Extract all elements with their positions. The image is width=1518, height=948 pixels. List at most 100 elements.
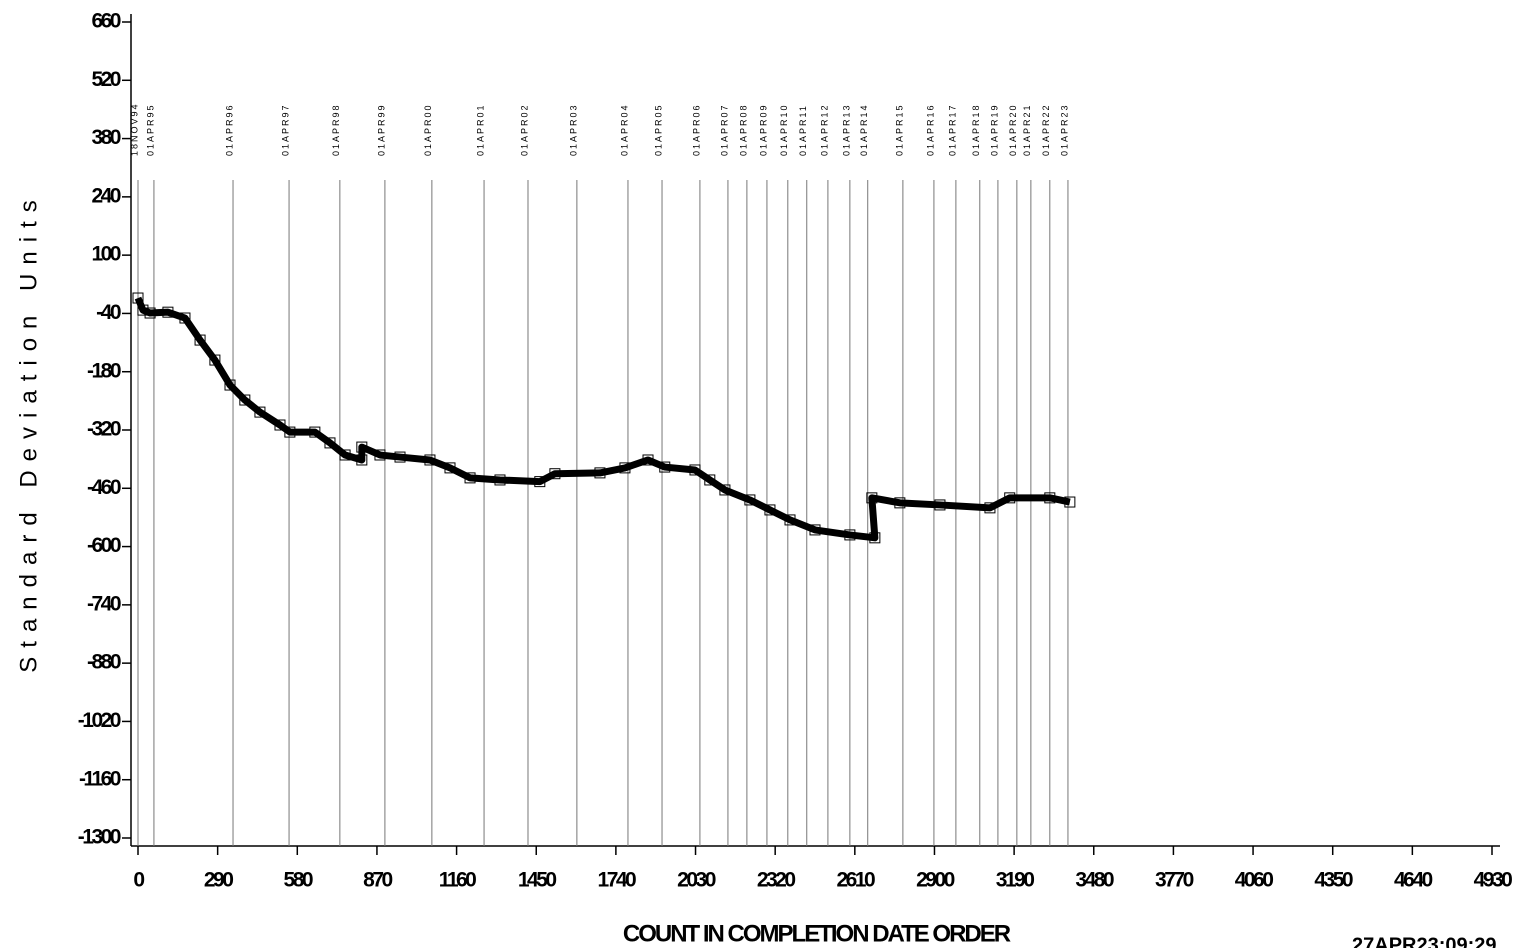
reference-label: 01APR14 <box>859 103 869 156</box>
data-marker <box>844 529 856 541</box>
x-tick-label: 3190 <box>996 869 1035 892</box>
data-marker <box>494 474 506 486</box>
reference-label: 01APR17 <box>947 103 957 156</box>
reference-label: 01APR96 <box>224 103 234 156</box>
x-tick-label: 2900 <box>916 869 955 892</box>
reference-label: 01APR23 <box>1059 103 1069 156</box>
data-marker <box>784 514 796 526</box>
data-marker <box>162 306 174 318</box>
data-marker <box>194 334 206 346</box>
x-tick-label: 4350 <box>1314 869 1353 892</box>
data-marker <box>424 454 436 466</box>
data-marker <box>464 472 476 484</box>
reference-label: 01APR06 <box>691 103 701 156</box>
data-marker <box>356 441 368 453</box>
reference-label: 01APR21 <box>1022 103 1032 156</box>
reference-label: 18NOV94 <box>129 102 139 156</box>
data-marker <box>339 449 351 461</box>
data-marker <box>239 394 251 406</box>
reference-label: 01APR97 <box>280 103 290 156</box>
data-marker <box>549 468 561 480</box>
reference-label: 01APR13 <box>841 103 851 156</box>
y-axis-label: Standard Deviation Units <box>15 191 42 672</box>
y-tick-label: 100 <box>91 243 120 266</box>
reference-label: 01APR00 <box>423 103 433 156</box>
x-tick-label: 4640 <box>1394 869 1433 892</box>
data-marker <box>704 474 716 486</box>
x-tick-label: 1160 <box>439 869 476 892</box>
data-marker <box>356 454 368 466</box>
y-tick-label: -320 <box>87 418 121 441</box>
reference-label: 01APR12 <box>819 103 829 156</box>
y-tick-label: 240 <box>91 184 120 207</box>
data-marker <box>719 484 731 496</box>
data-marker <box>642 454 654 466</box>
data-marker <box>137 304 149 316</box>
x-tick-label: 2030 <box>677 869 716 892</box>
data-marker <box>274 419 286 431</box>
reference-label: 01APR04 <box>619 103 629 156</box>
data-marker <box>689 464 701 476</box>
x-axis-label: COUNT IN COMPLETION DATE ORDER <box>623 920 1011 947</box>
y-tick-label: -40 <box>96 301 121 324</box>
x-tick-label: 870 <box>363 869 392 892</box>
reference-label: 01APR16 <box>925 103 935 156</box>
data-marker <box>1044 492 1056 504</box>
x-tick-label: 3770 <box>1155 869 1194 892</box>
x-tick-label: 1450 <box>518 869 557 892</box>
data-marker <box>869 532 881 544</box>
data-marker <box>444 462 456 474</box>
data-marker <box>394 451 406 463</box>
reference-label: 01APR20 <box>1008 103 1018 156</box>
reference-label: 01APR10 <box>779 103 789 156</box>
reference-label: 01APR03 <box>568 103 578 156</box>
data-marker <box>254 406 266 418</box>
y-tick-label: -600 <box>87 534 121 557</box>
y-tick-label: 520 <box>91 68 120 91</box>
reference-label: 01APR99 <box>376 103 386 156</box>
y-tick-label: 660 <box>91 10 120 33</box>
data-marker <box>1004 492 1016 504</box>
y-tick-label: -1300 <box>78 826 121 849</box>
data-marker <box>744 494 756 506</box>
y-tick-label: -1160 <box>79 767 121 790</box>
data-marker <box>534 476 546 488</box>
reference-label: 01APR22 <box>1041 103 1051 156</box>
data-marker <box>309 426 321 438</box>
reference-label: 01APR07 <box>719 103 729 156</box>
reference-label: 01APR09 <box>758 103 768 156</box>
data-marker <box>1064 496 1076 508</box>
reference-label: 01APR19 <box>989 103 999 156</box>
x-tick-label: 1740 <box>598 869 637 892</box>
x-tick-label: 2610 <box>836 869 875 892</box>
data-marker <box>984 502 996 514</box>
y-tick-label: 380 <box>91 126 120 149</box>
data-marker <box>894 497 906 509</box>
data-marker <box>144 307 156 319</box>
reference-label: 01APR15 <box>894 103 904 156</box>
data-marker <box>179 312 191 324</box>
x-tick-label: 2320 <box>757 869 796 892</box>
data-marker <box>934 499 946 511</box>
data-marker <box>324 437 336 449</box>
data-marker <box>809 524 821 536</box>
data-marker <box>374 449 386 461</box>
x-tick-label: 0 <box>133 869 144 892</box>
data-marker <box>594 467 606 479</box>
y-tick-label: -1020 <box>78 709 121 732</box>
data-marker <box>284 426 296 438</box>
x-tick-label: 580 <box>284 869 313 892</box>
reference-label: 01APR01 <box>475 103 485 156</box>
data-marker <box>659 461 671 473</box>
y-tick-label: -460 <box>87 476 121 499</box>
reference-label: 01APR08 <box>738 103 748 156</box>
footnote: 27APR23:09:29 <box>1352 934 1497 948</box>
reference-label: 01APR11 <box>798 104 808 156</box>
x-tick-label: 4930 <box>1474 869 1513 892</box>
y-tick-label: -740 <box>87 592 121 615</box>
reference-label: 01APR95 <box>145 103 155 156</box>
data-marker <box>132 292 144 304</box>
x-tick-label: 290 <box>204 869 233 892</box>
data-line <box>134 296 1071 542</box>
